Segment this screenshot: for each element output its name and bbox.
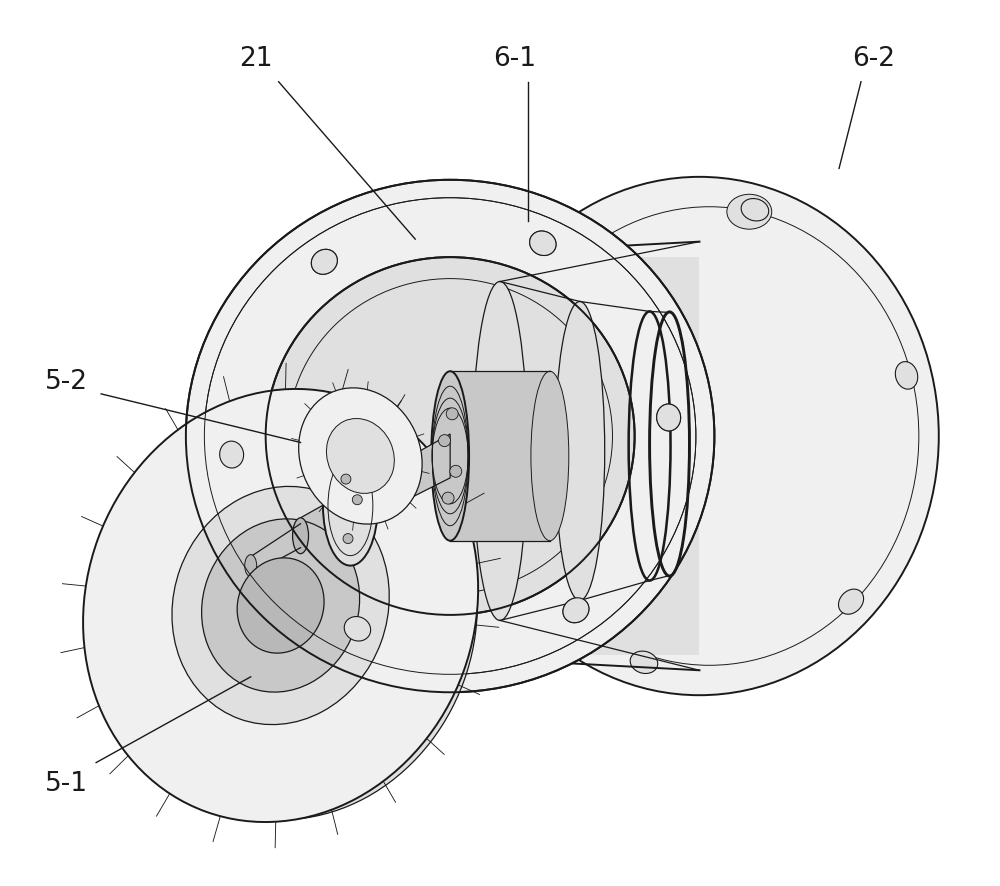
Text: 21: 21 <box>239 46 272 72</box>
Ellipse shape <box>311 250 337 275</box>
Ellipse shape <box>535 259 560 284</box>
Ellipse shape <box>326 419 394 494</box>
Ellipse shape <box>563 598 589 623</box>
Ellipse shape <box>341 475 351 485</box>
Ellipse shape <box>172 486 389 725</box>
Ellipse shape <box>460 177 939 696</box>
Polygon shape <box>301 434 450 554</box>
Ellipse shape <box>895 362 918 390</box>
Text: 6-2: 6-2 <box>852 46 895 72</box>
Ellipse shape <box>245 555 257 577</box>
Ellipse shape <box>446 408 458 420</box>
Ellipse shape <box>481 484 504 511</box>
Ellipse shape <box>530 232 556 256</box>
Ellipse shape <box>657 405 681 431</box>
Ellipse shape <box>237 558 324 653</box>
Ellipse shape <box>266 258 635 615</box>
Ellipse shape <box>344 617 371 641</box>
Ellipse shape <box>531 372 569 541</box>
Ellipse shape <box>343 534 353 544</box>
Ellipse shape <box>352 495 362 505</box>
Text: 5-2: 5-2 <box>45 369 88 394</box>
Ellipse shape <box>530 232 556 256</box>
Ellipse shape <box>657 405 681 431</box>
Ellipse shape <box>186 181 714 693</box>
Ellipse shape <box>473 282 527 621</box>
Ellipse shape <box>442 493 454 504</box>
Ellipse shape <box>741 199 769 222</box>
Ellipse shape <box>555 302 605 601</box>
Ellipse shape <box>385 257 455 656</box>
Polygon shape <box>450 372 550 541</box>
Ellipse shape <box>114 422 477 820</box>
Ellipse shape <box>202 519 360 692</box>
Ellipse shape <box>323 447 378 566</box>
Polygon shape <box>420 257 699 656</box>
Ellipse shape <box>220 441 244 469</box>
Ellipse shape <box>83 390 478 822</box>
Ellipse shape <box>727 195 772 229</box>
Text: 5-1: 5-1 <box>45 770 88 796</box>
Ellipse shape <box>439 435 450 447</box>
Ellipse shape <box>344 617 371 641</box>
Ellipse shape <box>431 372 469 541</box>
Ellipse shape <box>220 441 244 469</box>
Ellipse shape <box>299 388 422 525</box>
Ellipse shape <box>563 598 589 623</box>
Ellipse shape <box>450 466 462 478</box>
Text: 6-1: 6-1 <box>493 46 536 72</box>
Ellipse shape <box>293 518 309 554</box>
Ellipse shape <box>630 651 658 673</box>
Ellipse shape <box>838 589 864 615</box>
Ellipse shape <box>311 250 337 275</box>
